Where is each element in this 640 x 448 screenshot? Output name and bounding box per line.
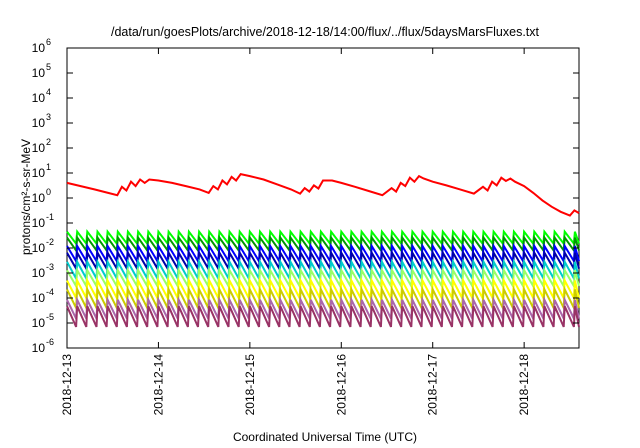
y-tick-label: 10 xyxy=(32,241,46,255)
series-line-4 xyxy=(66,242,580,265)
x-tick-label: 2018-12-13 xyxy=(60,354,74,416)
y-tick-label: 10 xyxy=(32,316,46,330)
series-line-10 xyxy=(66,295,580,323)
x-tick-label: 2018-12-16 xyxy=(334,354,348,416)
x-axis: 2018-12-13 2018-12-14 2018-12-15 2018-12-16… xyxy=(60,48,531,415)
series-line-5 xyxy=(66,249,580,272)
x-tick-label: 2018-12-14 xyxy=(151,354,165,416)
x-tick-label: 2018-12-15 xyxy=(243,354,257,416)
y-tick-label: 10 xyxy=(32,191,46,205)
y-tick-label: 10 xyxy=(32,291,46,305)
y-tick-label: 10 xyxy=(32,91,46,105)
y-tick-label: 10 xyxy=(32,341,46,355)
series-line-8 xyxy=(66,276,580,302)
y-axis: 10 -610 -510 -410 -310 -210 -110 010 110 210 310 41… xyxy=(32,37,579,355)
y-tick-exponent: 0 xyxy=(46,187,51,197)
series-line-9 xyxy=(66,285,580,312)
y-tick-exponent: -1 xyxy=(46,212,54,222)
y-tick-exponent: 1 xyxy=(46,162,51,172)
y-tick-label: 10 xyxy=(32,66,46,80)
y-tick-exponent: -4 xyxy=(46,287,54,297)
series-line-6 xyxy=(66,258,580,283)
y-tick-exponent: 2 xyxy=(46,137,51,147)
series-line-1 xyxy=(66,172,580,217)
y-tick-exponent: -2 xyxy=(46,237,54,247)
y-tick-label: 10 xyxy=(32,116,46,130)
y-tick-exponent: 4 xyxy=(46,87,51,97)
y-tick-label: 10 xyxy=(32,141,46,155)
series-line-2 xyxy=(66,229,580,247)
y-tick-exponent: 5 xyxy=(46,62,51,72)
x-axis-label: Coordinated Universal Time (UTC) xyxy=(233,430,417,444)
y-tick-exponent: -6 xyxy=(46,337,54,347)
y-tick-exponent: 3 xyxy=(46,112,51,122)
y-axis-label: protons/cm²-s-sr-MeV xyxy=(19,139,33,255)
y-tick-exponent: -3 xyxy=(46,262,54,272)
y-tick-exponent: -5 xyxy=(46,312,54,322)
x-tick-label: 2018-12-18 xyxy=(517,354,531,416)
plot-area xyxy=(66,47,580,349)
chart-title: /data/run/goesPlots/archive/2018-12-18/1… xyxy=(111,25,540,39)
series-line-7 xyxy=(66,266,580,290)
y-tick-label: 10 xyxy=(32,266,46,280)
series-line-11 xyxy=(66,305,580,328)
series-line-3 xyxy=(66,234,580,254)
x-tick-label: 2018-12-17 xyxy=(426,354,440,416)
y-tick-label: 10 xyxy=(32,166,46,180)
y-tick-label: 10 xyxy=(32,216,46,230)
y-tick-label: 10 xyxy=(32,41,46,55)
y-tick-exponent: 6 xyxy=(46,37,51,47)
